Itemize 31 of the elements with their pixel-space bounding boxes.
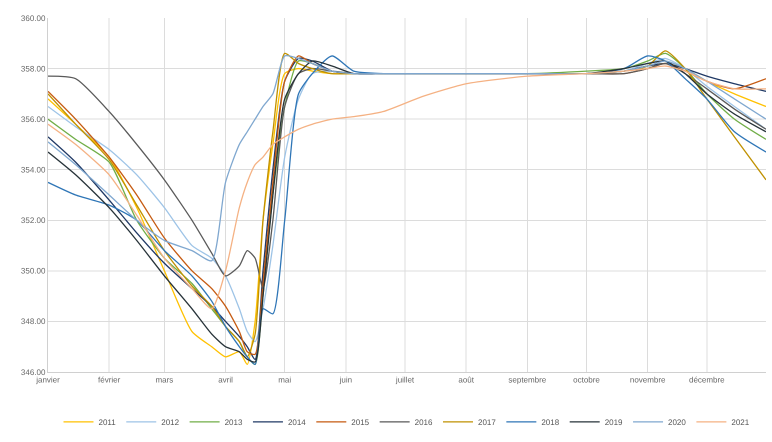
x-tick-label: décembre [689,376,726,385]
x-tick-label: février [98,376,121,385]
y-tick-label: 350.00 [20,266,46,276]
x-tick-label: septembre [508,376,547,385]
legend-label: 2016 [414,418,433,428]
legend-label: 2018 [541,418,560,428]
legend-label: 2019 [604,418,624,428]
legend-label: 2020 [668,418,686,428]
y-tick-label: 348.00 [20,317,46,326]
x-tick-label: juillet [394,376,415,385]
y-tick-label: 352.00 [20,216,46,226]
legend-label: 2017 [478,418,496,428]
legend-label: 2013 [224,418,243,428]
x-tick-label: janvier [35,376,60,385]
legend-label: 2011 [98,418,116,428]
y-tick-label: 360.00 [20,14,46,23]
y-tick-label: 358.00 [20,64,46,74]
x-tick-label: octobre [573,376,600,385]
x-tick-label: août [458,376,475,385]
legend-label: 2012 [161,418,180,428]
x-tick-label: novembre [630,376,666,385]
x-tick-label: avril [218,376,234,385]
legend-label: 2015 [351,418,370,428]
y-tick-label: 356.00 [20,114,46,124]
legend-label: 2014 [288,418,306,428]
y-tick-label: 354.00 [20,166,46,175]
x-tick-label: mai [278,376,292,385]
legend-label: 2021 [731,418,750,428]
y-tick-label: 346.00 [20,368,46,377]
x-tick-label: mars [155,376,174,385]
x-tick-label: juin [338,376,352,385]
